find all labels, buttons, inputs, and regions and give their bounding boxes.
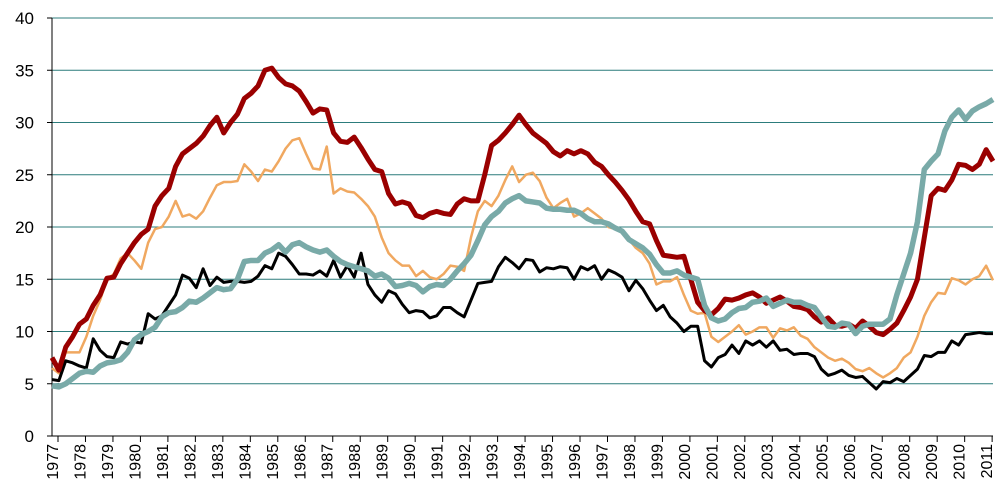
x-tick-label: 1994 bbox=[512, 444, 529, 480]
x-tick-label: 1983 bbox=[210, 444, 227, 480]
x-tick-label: 1986 bbox=[292, 444, 309, 480]
x-tick-label: 1989 bbox=[375, 444, 392, 480]
x-tick-label: 1982 bbox=[182, 444, 199, 480]
x-tick-label: 1987 bbox=[320, 444, 337, 480]
series-line bbox=[51, 97, 995, 390]
x-tick-label: 2005 bbox=[814, 444, 831, 480]
x-tick-label: 2001 bbox=[704, 444, 721, 480]
x-tick-label: 2000 bbox=[677, 444, 694, 480]
x-tick-label: 1999 bbox=[649, 444, 666, 480]
x-tick-label: 1985 bbox=[265, 444, 282, 480]
x-tick-label: 1977 bbox=[45, 444, 62, 480]
x-tick-label: 2006 bbox=[842, 444, 859, 480]
x-tick-label: 1992 bbox=[457, 444, 474, 480]
y-tick-label: 10 bbox=[15, 323, 34, 342]
x-tick-label: 1998 bbox=[622, 444, 639, 480]
y-tick-label: 30 bbox=[15, 114, 34, 133]
x-tick-label: 1981 bbox=[155, 444, 172, 480]
series-line bbox=[51, 251, 993, 391]
x-tick-label: 1978 bbox=[72, 444, 89, 480]
x-tick-label: 1990 bbox=[402, 444, 419, 480]
y-tick-label: 15 bbox=[15, 270, 34, 289]
x-tick-label: 2004 bbox=[787, 444, 804, 480]
x-tick-label: 1996 bbox=[567, 444, 584, 480]
x-tick-label: 1993 bbox=[485, 444, 502, 480]
x-tick-label: 1979 bbox=[100, 444, 117, 480]
x-tick-label: 2009 bbox=[924, 444, 941, 480]
x-tick-label: 2011 bbox=[979, 444, 996, 479]
y-tick-label: 35 bbox=[15, 61, 34, 80]
x-tick-label: 1991 bbox=[430, 444, 447, 480]
x-tick-label: 1984 bbox=[237, 444, 254, 480]
x-tick-label: 2008 bbox=[897, 444, 914, 480]
x-tick-label: 1980 bbox=[127, 444, 144, 480]
y-tick-label: 40 bbox=[15, 9, 34, 28]
y-tick-label: 25 bbox=[15, 166, 34, 185]
x-tick-label: 1997 bbox=[594, 444, 611, 480]
x-tick-label: 1988 bbox=[347, 444, 364, 480]
series-line bbox=[51, 136, 995, 379]
y-tick-label: 20 bbox=[15, 218, 34, 237]
x-tick-label: 2003 bbox=[759, 444, 776, 480]
x-tick-label: 2007 bbox=[869, 444, 886, 480]
y-tick-label: 5 bbox=[25, 375, 34, 394]
x-tick-label: 2002 bbox=[732, 444, 749, 480]
x-tick-label: 1995 bbox=[540, 444, 557, 480]
y-tick-label: 0 bbox=[25, 427, 34, 446]
x-tick-label: 2010 bbox=[952, 444, 969, 480]
